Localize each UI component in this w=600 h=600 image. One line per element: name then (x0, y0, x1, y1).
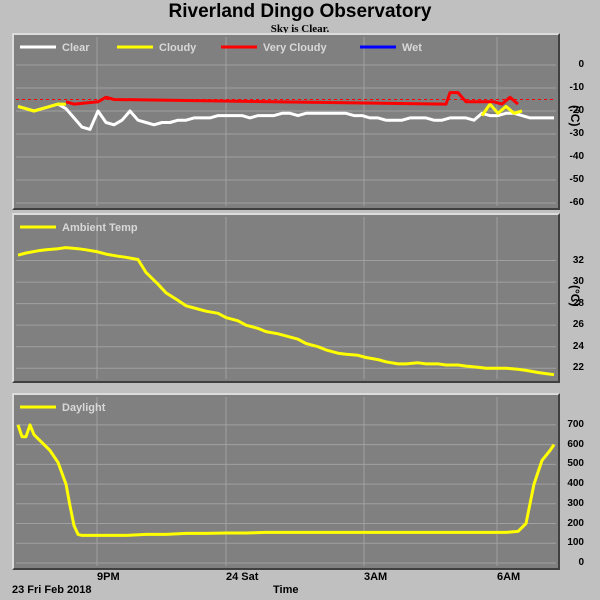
series-line (16, 423, 556, 537)
series-line (17, 102, 554, 131)
x-tick-label: 24 Sat (226, 571, 259, 583)
y-tick-label: 30 (572, 276, 584, 288)
sky-temperature-panel: Clear Cloudy Very Cloudy Wet (12, 33, 560, 210)
y-tick-label: 100 (567, 537, 584, 549)
y-tick-label: 26 (572, 319, 584, 331)
y-tick-label: 28 (572, 297, 584, 309)
y-tick-label: -20 (569, 105, 584, 116)
x-tick-label: 9PM (97, 571, 120, 583)
x-axis-label: Time (273, 584, 299, 596)
daylight-chart: Daylight (16, 397, 556, 566)
y-tick-label: -40 (569, 151, 584, 162)
x-tick-label: 6AM (497, 571, 521, 583)
y-tick-label: 200 (567, 517, 584, 529)
series-line (17, 102, 523, 117)
ambient-temperature-chart: Ambient Temp (16, 217, 556, 379)
legend-label: Wet (402, 42, 422, 54)
y-axis-label: (°C) (568, 285, 582, 307)
y-tick-label: 0 (578, 557, 584, 568)
y-tick-label: 700 (567, 418, 584, 430)
sky-temperature-chart: Clear Cloudy Very Cloudy Wet (16, 37, 556, 206)
y-tick-label: 300 (567, 497, 584, 509)
ambient-temperature-panel: Ambient Temp (12, 213, 560, 383)
legend-label: Cloudy (159, 42, 197, 54)
page-title: Riverland Dingo Observatory (168, 1, 432, 22)
page-subtitle: Sky is Clear. (270, 23, 330, 35)
y-tick-label: -60 (569, 197, 584, 208)
daylight-panel: Daylight (12, 393, 560, 570)
y-tick-label: -30 (569, 128, 584, 139)
y-tick-label: -10 (569, 82, 584, 93)
series-line (65, 91, 519, 106)
y-tick-label: 22 (572, 362, 584, 374)
y-axis-label: (°C) (568, 105, 582, 127)
y-tick-label: 24 (572, 340, 584, 352)
y-tick-label: -50 (569, 174, 584, 185)
legend-label: Daylight (62, 402, 106, 414)
date-label: 23 Fri Feb 2018 (12, 584, 92, 596)
y-tick-label: 500 (567, 458, 584, 470)
legend-label: Ambient Temp (62, 222, 138, 234)
y-tick-label: 32 (572, 254, 584, 266)
y-tick-label: 0 (578, 59, 584, 70)
x-tick-label: 3AM (364, 571, 388, 583)
legend-label: Very Cloudy (263, 42, 327, 54)
legend-label: Clear (62, 42, 90, 54)
y-tick-label: 600 (567, 438, 584, 450)
y-tick-label: 400 (567, 478, 584, 490)
series-line (17, 246, 555, 377)
